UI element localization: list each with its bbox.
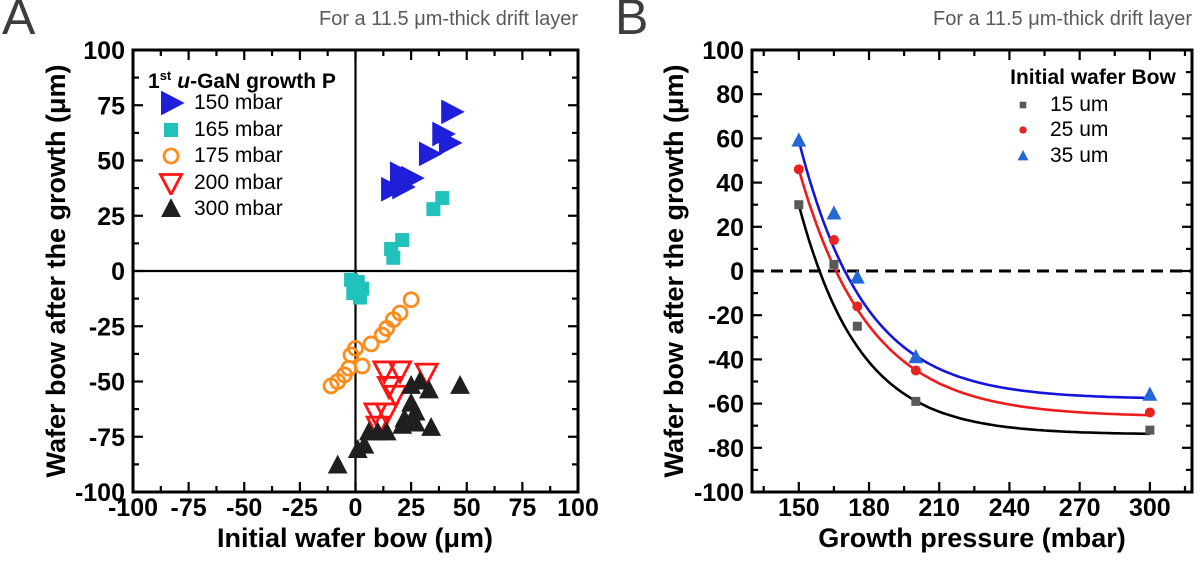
y-tick-label: -60 [708,391,744,419]
legend-item-25um: 25 um [998,118,1188,144]
legend-label: 35 um [1050,143,1109,167]
panel-a-ylabel: Wafer bow after the growth (μm) [41,64,71,478]
fit-curve [797,204,1150,436]
legend-label: 15 um [1050,92,1109,116]
y-tick-label: -40 [708,346,744,374]
x-tick-label: 300 [1129,494,1171,522]
x-tick-label: 75 [508,494,536,522]
y-tick-label: 75 [97,92,125,120]
y-tick-label: 0 [111,258,125,286]
series-15-um [794,200,1155,435]
x-tick-label: 25 [397,494,425,522]
y-tick-label: 100 [702,37,744,65]
series-175-mbar [322,291,420,395]
axis-ticks [752,48,1192,494]
y-tick-label: -75 [89,424,125,452]
x-tick-label: -50 [226,494,262,522]
panel-a-legend: 1st u-GaN growth P 150 mbar 165 mbar 175 … [148,62,336,223]
y-tick-label: 40 [716,170,744,198]
series-25-um [793,164,1155,418]
y-tick-label: -25 [89,313,125,341]
x-tick-label: 240 [989,494,1031,522]
panel-a-plot: -100 -75 -50 -25 0 25 50 75 1001007550250-25-50-… [75,37,599,522]
panel-a-title: For a 11.5 μm-thick drift layer [318,8,578,30]
legend-item-165mbar: 165 mbar [148,117,336,144]
x-tick-label: -75 [171,494,207,522]
x-tick-label: 150 [778,494,820,522]
y-tick-label: -100 [694,479,744,507]
tick-labels: 150 180 210 240 270 300 100 80 60 40 20 0 -20 -40 -60 -… [694,37,1171,522]
fit-curve [797,140,1150,400]
legend-label: 175 mbar [194,144,283,168]
y-tick-label: 60 [716,125,744,153]
legend-label: 150 mbar [194,91,283,115]
open-circle-icon [148,144,194,168]
x-tick-label: 0 [349,494,363,522]
legend-label: 25 um [1050,118,1109,142]
triangle-up-icon [1012,144,1034,168]
panel-a-letter: A [2,0,36,45]
panel-b-legend-title: Initial wafer Bow [1010,66,1176,89]
y-tick-label: 25 [97,203,125,231]
panel-b-plot: 150 180 210 240 270 300 100 80 60 40 20 0 -20 -40 -60 -… [694,37,1194,522]
panel-b-xlabel: Growth pressure (mbar) [818,523,1126,553]
panel-b-ylabel: Wafer bow after the growth (μm) [659,64,689,478]
legend-item-300mbar: 300 mbar [148,196,336,223]
axis-ticks [131,48,580,494]
y-tick-label: 100 [83,37,125,65]
y-tick-label: -80 [708,435,744,463]
x-tick-label: -100 [108,494,158,522]
square-icon [1012,93,1034,117]
open-triangle-down-icon [148,171,194,195]
series-300-mbar [327,370,470,474]
series-35-um [791,132,1158,401]
legend-item-35um: 35 um [998,143,1188,169]
panel-a-xlabel: Initial wafer bow (μm) [216,523,494,553]
x-tick-label: 180 [848,494,890,522]
legend-item-15um: 15 um [998,92,1188,118]
triangle-up-icon [148,197,194,221]
y-tick-label: -100 [75,479,125,507]
legend-label: 300 mbar [194,197,283,221]
legend-label: 200 mbar [194,170,283,194]
series-150-mbar [381,99,465,202]
y-tick-label: 50 [97,148,125,176]
x-tick-label: 210 [918,494,960,522]
circle-icon [1012,118,1034,142]
triangle-right-icon [148,91,194,116]
panel-b-title: For a 11.5 μm-thick drift layer [932,8,1192,30]
y-tick-label: 80 [716,81,744,109]
x-tick-label: -25 [282,494,318,522]
y-tick-label: -50 [89,369,125,397]
series-165-mbar [344,191,450,305]
legend-label: 165 mbar [194,117,283,141]
panel-b-legend: Initial wafer Bow 15 um 25 um 35 um [998,64,1188,169]
x-tick-label: 50 [453,494,481,522]
y-tick-label: 20 [716,214,744,242]
x-tick-label: 270 [1059,494,1101,522]
legend-item-175mbar: 175 mbar [148,143,336,170]
panel-b-letter: B [615,0,649,45]
y-tick-label: -20 [708,302,744,330]
tick-labels: -100 -75 -50 -25 0 25 50 75 1001007550250-25-50-… [75,37,599,522]
legend-item-150mbar: 150 mbar [148,90,336,117]
fit-curve [797,168,1150,417]
y-tick-label: 0 [730,258,744,286]
panel-a-legend-title: 1st u-GaN growth P [148,68,336,93]
x-tick-label: 100 [557,494,599,522]
legend-item-200mbar: 200 mbar [148,170,336,197]
square-icon [148,118,194,142]
